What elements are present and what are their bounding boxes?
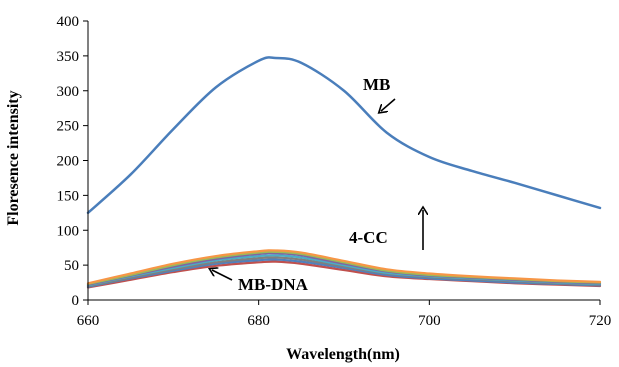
y-tick-label: 200 [57, 154, 80, 170]
y-tick-label: 250 [57, 119, 80, 135]
x-tick-label: 680 [247, 313, 270, 329]
x-tick-label: 660 [77, 313, 100, 329]
series-line-0 [86, 56, 602, 215]
annotation-mb-arrow [381, 98, 396, 111]
annotation-mb-dna-arrow [212, 270, 233, 281]
y-tick-label: 50 [64, 258, 79, 274]
y-axis-title: Floresence intensity [5, 90, 22, 225]
y-tick-label: 350 [57, 49, 80, 65]
y-tick-label: 300 [57, 84, 80, 100]
x-tick-label: 720 [589, 313, 612, 329]
x-tick-label: 700 [418, 313, 441, 329]
y-tick-label: 400 [57, 14, 80, 30]
y-tick-label: 150 [57, 188, 80, 204]
series-line-1 [86, 249, 602, 285]
x-ticks: 660 680 700 720 [77, 300, 612, 329]
x-axis-title: Wavelength(nm) [286, 346, 400, 363]
y-tick-label: 100 [57, 223, 80, 239]
series-line-6 [86, 258, 602, 288]
annotation-mb-dna: MB-DNA [238, 275, 309, 294]
y-tick-label: 0 [72, 293, 80, 309]
annotation-4cc: 4-CC [349, 228, 388, 247]
series-layer [86, 56, 602, 289]
annotation-mb: MB [363, 75, 390, 94]
y-ticks: 0 50 100 150 200 250 300 350 400 [57, 14, 88, 309]
